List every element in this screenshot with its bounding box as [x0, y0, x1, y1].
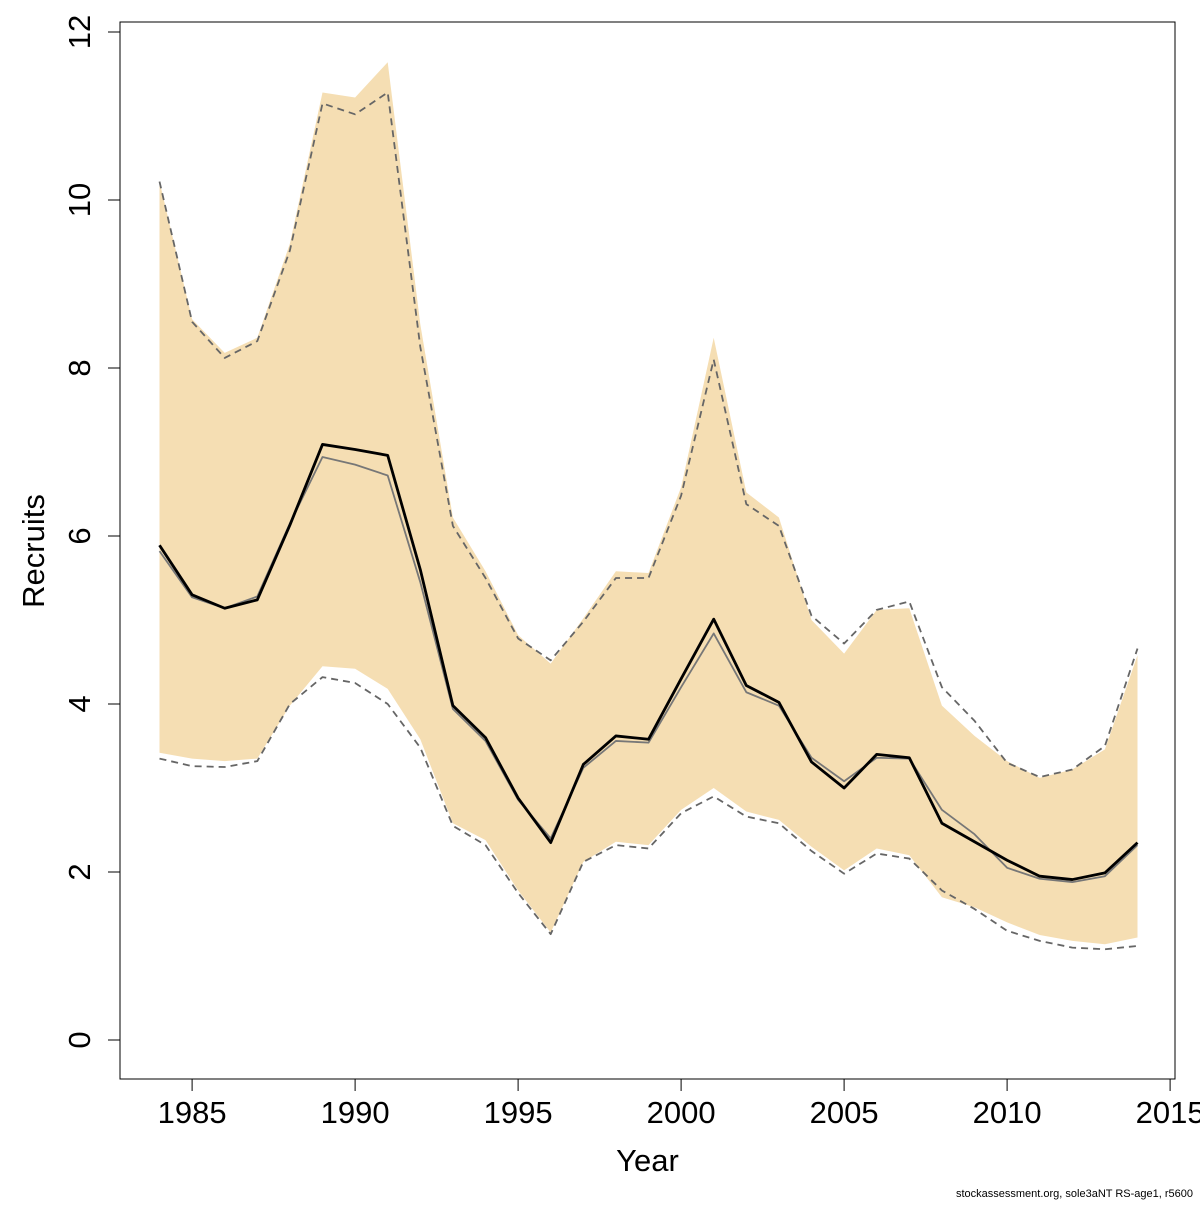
y-tick-label: 0 — [62, 1031, 97, 1048]
x-tick-label: 2000 — [647, 1095, 716, 1130]
x-tick-label: 1995 — [484, 1095, 553, 1130]
x-tick-label: 1985 — [158, 1095, 227, 1130]
confidence-band — [159, 62, 1138, 945]
footer-note: stockassessment.org, sole3aNT RS-age1, r… — [956, 1188, 1193, 1200]
x-tick-label: 2010 — [973, 1095, 1042, 1130]
y-tick-label: 6 — [62, 527, 97, 544]
x-tick-label: 2005 — [810, 1095, 879, 1130]
secondary-estimate-line — [158, 456, 1139, 883]
y-tick-label: 10 — [62, 183, 97, 217]
lower-bound-dashed-line — [159, 676, 1138, 951]
upper-bound-dashed-line — [158, 91, 1139, 778]
x-tick-label: 2015 — [1136, 1095, 1200, 1130]
y-tick-label: 4 — [62, 695, 97, 712]
y-axis-title: Recruits — [16, 494, 51, 608]
y-tick-label: 8 — [62, 359, 97, 376]
primary-estimate-line — [158, 443, 1139, 881]
x-tick-label: 1990 — [321, 1095, 390, 1130]
x-axis-title: Year — [616, 1143, 679, 1178]
y-tick-label: 12 — [62, 15, 97, 49]
y-tick-label: 2 — [62, 863, 97, 880]
